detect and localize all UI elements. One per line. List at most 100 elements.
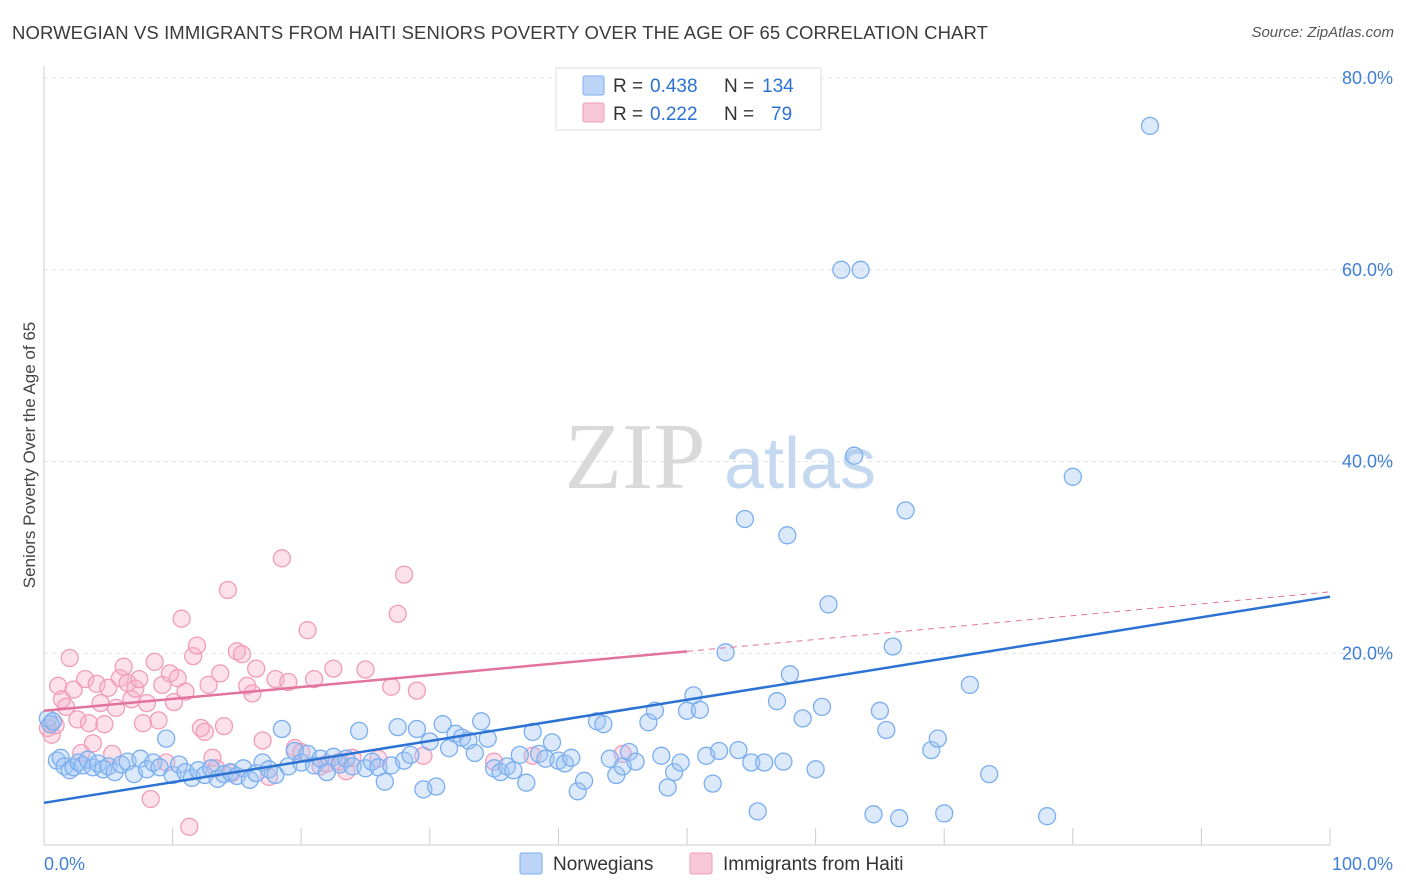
haiti-point-42 [199,675,218,695]
haiti-point-41 [195,722,214,742]
norwegians-point-133 [935,804,954,823]
norwegians-point-137 [1063,467,1082,486]
norwegians-trend-line [43,595,1331,805]
y-tick-label-3: 80.0% [1342,68,1393,88]
source-label: Source: ZipAtlas.com [1251,24,1394,41]
haiti-point-46 [214,716,234,736]
norwegians-point-2 [43,712,63,731]
norwegians-point-106 [703,774,722,793]
norwegians-point-109 [729,740,748,760]
gridlines [44,77,1392,654]
stats-swatch-haiti [582,102,605,123]
haiti-point-11 [79,714,99,733]
norwegians-point-129 [890,809,909,828]
x-tick-label-0: 0.0% [44,854,85,874]
haiti-point-50 [232,645,252,664]
norwegians-point-61 [401,745,420,765]
haiti-point-74 [407,681,427,700]
haiti-point-24 [130,669,149,689]
haiti-point-39 [187,636,207,655]
norwegians-point-130 [896,501,915,520]
norwegians-point-98 [652,746,671,765]
norwegians-point-136 [1037,807,1057,826]
norwegians-point-102 [677,701,697,720]
norwegians-point-88 [574,771,594,790]
norwegians-point-132 [928,729,947,748]
norwegians-point-13 [94,760,113,779]
haiti-point-71 [382,677,401,696]
norwegians-point-79 [517,773,536,792]
haiti-point-13 [87,674,106,694]
x-tick-label-1: 100.0% [1332,854,1393,874]
norwegians-point-107 [709,741,729,761]
norwegians-point-4 [51,748,70,767]
norwegians-point-78 [510,745,529,765]
legend-swatch-norwegians [519,852,543,875]
haiti-point-7 [64,680,83,699]
haiti-point-14 [91,693,110,713]
haiti-point-34 [168,669,187,688]
haiti-point-27 [141,789,160,809]
haiti-point-10 [76,669,95,689]
haiti-point-26 [137,693,157,713]
norwegians-point-36 [240,770,259,789]
y-tick-label-0: 20.0% [1342,643,1393,663]
norwegians-point-127 [877,720,896,740]
norwegians-point-65 [427,777,446,796]
norwegians-point-123 [845,446,864,465]
legend-swatch-haiti [689,852,713,875]
watermark-zip: ZIP [565,405,706,509]
haiti-point-37 [180,817,199,836]
norwegians-point-115 [774,752,793,771]
haiti-point-23 [126,679,145,698]
haiti-point-38 [184,646,203,666]
haiti-point-28 [145,652,164,672]
norwegians-point-12 [88,754,108,773]
haiti-trend-line [43,650,688,713]
haiti-point-29 [149,711,168,730]
haiti-point-73 [394,565,414,584]
haiti-point-52 [243,684,262,703]
norwegians-point-110 [735,509,755,529]
norwegians-point-119 [806,760,825,779]
haiti-point-49 [227,642,247,661]
y-axis-label: Seniors Poverty Over the Age of 65 [20,322,39,588]
legend-label-norwegians: Norwegians [553,854,653,875]
haiti-point-35 [172,609,191,628]
norwegians-point-83 [542,733,562,752]
norwegians-point-77 [504,761,523,780]
norwegians-point-71 [465,743,484,763]
stats-r-value-haiti: 0.222 [650,104,698,125]
haiti-point-72 [388,604,407,624]
haiti-point-6 [60,648,79,668]
watermark: ZIP atlas [565,405,877,509]
norwegians-point-23 [157,729,176,748]
norwegians-point-125 [864,805,883,824]
norwegians-point-72 [472,712,491,731]
norwegians-point-128 [883,637,902,656]
norwegians-point-62 [407,719,427,739]
haiti-point-53 [247,659,266,678]
stats-r-label-haiti: R = [613,104,643,125]
norwegians-point-120 [812,697,832,717]
norwegians-point-114 [767,692,787,711]
norwegians-point-131 [922,740,941,760]
norwegians-point-117 [780,665,800,684]
norwegians-point-111 [742,753,761,772]
norwegians-point-100 [664,762,684,782]
norwegians-point-101 [671,753,690,772]
norwegians-point-90 [594,715,613,734]
norwegians-point-118 [793,709,812,728]
stats-r-value-norwegians: 0.438 [650,76,698,97]
haiti-point-61 [298,621,317,640]
norwegians-point-94 [619,742,639,762]
norwegians-point-135 [980,764,999,784]
stats-swatch-norwegians [582,75,605,96]
y-tick-label-2: 60.0% [1342,260,1393,280]
haiti-point-12 [83,734,103,753]
legend-label-haiti: Immigrants from Haiti [723,854,904,875]
norwegians-point-25 [169,755,189,774]
norwegians-point-108 [716,643,735,662]
haiti-point-65 [324,659,343,678]
haiti-point-57 [272,549,292,568]
